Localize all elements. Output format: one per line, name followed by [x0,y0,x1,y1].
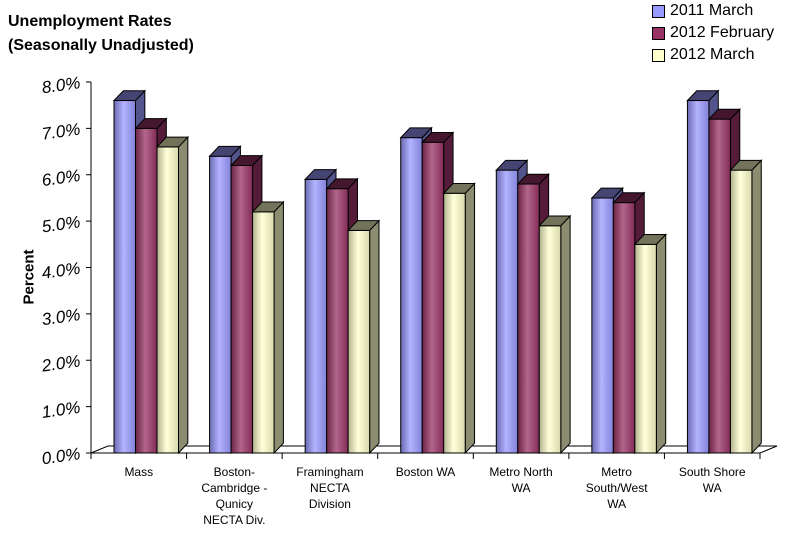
bar [612,202,636,454]
bar [421,141,445,454]
legend-item-2: 2012 February [652,22,774,44]
bar [156,146,179,454]
y-tick-label: 3.0% [41,305,82,329]
bar-top [303,169,338,180]
x-tick-label: Boston WA [395,465,456,479]
y-tick-label: 8.0% [41,73,82,97]
bar [634,243,657,454]
y-tick-label: 5.0% [41,212,82,236]
bar-top [112,90,147,102]
bar [708,118,731,454]
bar-top [516,173,550,185]
bar [443,192,466,454]
bar [113,100,136,454]
bar-top [134,118,168,129]
bar [495,169,519,454]
bar [252,211,275,454]
bar [591,197,614,454]
bar-top [442,183,476,194]
bar [400,137,423,454]
legend-item-3: 2012 March [652,44,774,66]
bar [135,127,158,454]
x-tick-label: Metro North WA [489,465,553,495]
y-tick-label: 2.0% [40,351,82,375]
x-tick-label: Metro South/West WA [585,465,648,511]
bar-top [346,220,381,231]
bar [326,188,349,454]
bar [347,229,371,454]
chart-title: Unemployment Rates (Seasonally Unadjuste… [8,10,194,58]
bar-side [369,219,380,455]
legend: 2011 March 2012 February 2012 March [652,0,774,66]
bar-top [495,159,529,171]
bar-top [421,131,455,143]
x-tick-label: Mass [124,465,154,479]
bar [517,183,540,454]
x-tick-label: Boston- Cambridge - Qunicy NECTA Div. [201,465,268,527]
legend-swatch [652,26,665,40]
bar-top [229,155,264,166]
bar-top [325,178,359,190]
bar [729,169,753,454]
bar-side [655,233,667,455]
y-tick-label: 6.0% [41,166,82,190]
bar-side [273,200,284,455]
bar [538,225,562,454]
chart-title-line-1: Unemployment Rates [8,13,172,30]
bar-top [612,192,646,204]
chart-title-line-2: (Seasonally Unadjusted) [8,37,194,54]
legend-swatch [652,4,665,18]
bar-top [251,201,285,213]
bar [686,100,710,454]
legend-label: 2012 February [670,24,775,41]
legend-item-1: 2011 March [652,0,774,22]
legend-swatch [652,48,665,62]
bar-top [155,136,190,148]
bar-top [707,108,741,120]
y-tick-label: 1.0% [41,398,82,422]
x-tick-label: South Shore WA [678,465,746,495]
bar [230,164,254,454]
bar-side [751,159,762,455]
legend-label: 2011 March [670,2,754,19]
bar [304,178,328,454]
bar-side [178,135,189,455]
bar-top [399,127,433,139]
x-tick-label: Framingham NECTA Division [296,465,364,511]
legend-label: 2012 March [670,46,755,63]
bar-top [633,234,667,245]
bar-top [729,159,763,171]
bar-top [208,145,242,157]
y-tick-label: 4.0% [41,259,82,283]
y-tick-label: 7.0% [41,120,82,144]
bar-top [590,187,624,199]
bar-top [538,215,572,227]
bar-top [686,90,720,102]
y-tick-label: 0.0% [41,444,82,468]
bar [209,155,232,454]
bar-side [464,182,476,455]
bar-side [560,214,571,455]
